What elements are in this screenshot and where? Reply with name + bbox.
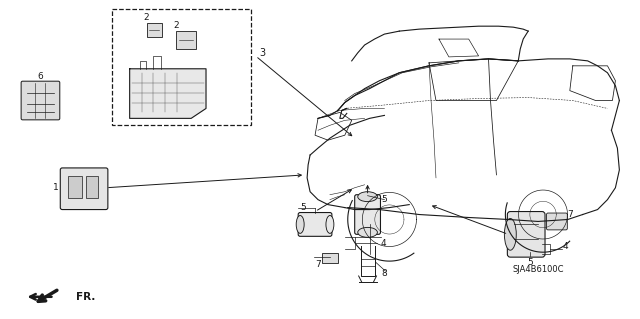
Text: SJA4B6100C: SJA4B6100C: [513, 264, 564, 273]
Bar: [176, 31, 196, 49]
Text: 6: 6: [38, 72, 44, 81]
Ellipse shape: [326, 216, 334, 234]
Ellipse shape: [296, 216, 304, 234]
Text: 8: 8: [381, 270, 387, 278]
FancyBboxPatch shape: [21, 81, 60, 120]
FancyBboxPatch shape: [547, 213, 567, 230]
Text: 4: 4: [381, 239, 387, 248]
Bar: [68, 176, 82, 198]
Ellipse shape: [504, 219, 516, 250]
Text: 5: 5: [381, 195, 387, 204]
Text: 4: 4: [563, 242, 569, 251]
FancyBboxPatch shape: [355, 195, 380, 234]
Text: 5: 5: [527, 258, 533, 267]
Ellipse shape: [358, 227, 378, 237]
Ellipse shape: [358, 192, 378, 202]
FancyBboxPatch shape: [298, 212, 332, 236]
Text: 5: 5: [300, 203, 306, 212]
FancyBboxPatch shape: [60, 168, 108, 210]
FancyBboxPatch shape: [508, 211, 545, 257]
Text: FR.: FR.: [76, 292, 95, 302]
Text: 2: 2: [144, 13, 149, 22]
Bar: [147, 23, 163, 37]
Text: 1: 1: [54, 183, 59, 192]
Text: 7: 7: [567, 210, 573, 219]
Polygon shape: [130, 69, 206, 118]
Bar: [112, 9, 251, 125]
Text: 7: 7: [315, 260, 321, 269]
Bar: [322, 253, 338, 263]
Bar: [86, 176, 98, 198]
Text: 2: 2: [173, 21, 179, 30]
Text: 3: 3: [259, 48, 266, 58]
